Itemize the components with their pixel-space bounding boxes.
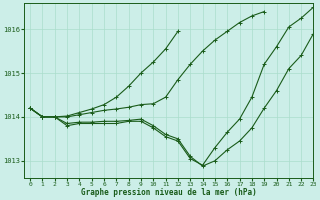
- X-axis label: Graphe pression niveau de la mer (hPa): Graphe pression niveau de la mer (hPa): [81, 188, 257, 197]
